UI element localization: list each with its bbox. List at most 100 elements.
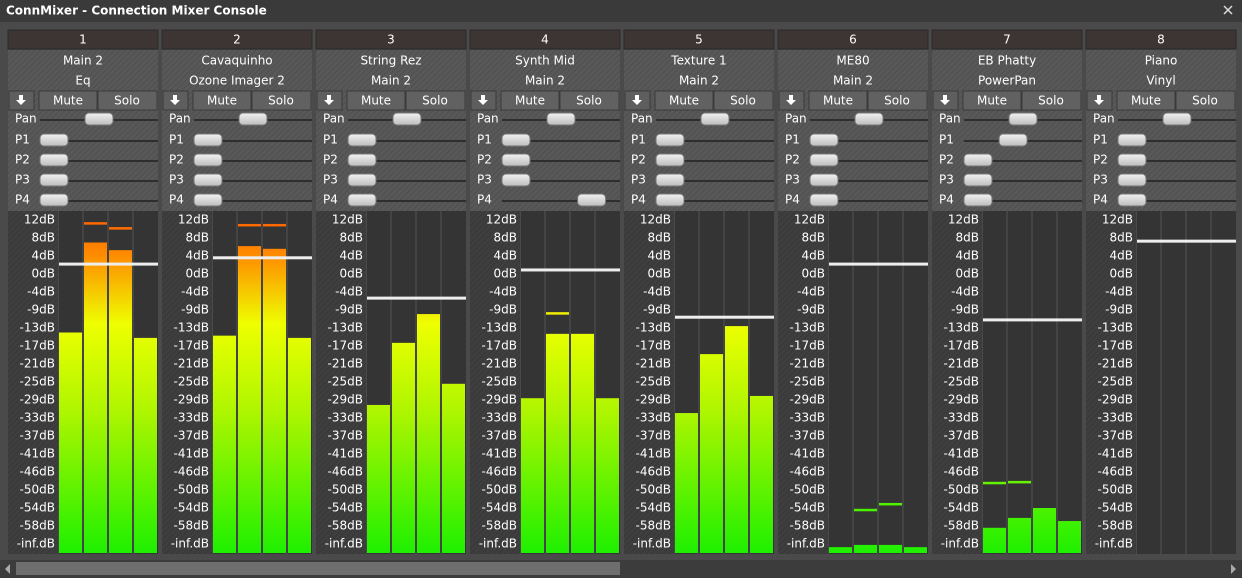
slider-knob[interactable] — [1117, 153, 1147, 167]
slider-knob[interactable] — [963, 193, 993, 207]
slider-knob[interactable] — [963, 153, 993, 167]
fader-line[interactable] — [675, 315, 774, 319]
slider-knob[interactable] — [577, 193, 607, 207]
mute-button[interactable] — [346, 90, 406, 111]
slider-knob[interactable] — [809, 173, 839, 187]
solo-label: Solo — [884, 94, 910, 108]
slider-knob[interactable] — [347, 173, 377, 187]
slider-knob[interactable] — [854, 112, 884, 126]
slider-knob[interactable] — [347, 193, 377, 207]
slider-label: P2 — [323, 153, 338, 167]
slider-knob[interactable] — [347, 133, 377, 147]
close-button[interactable] — [1223, 5, 1233, 15]
slider-knob[interactable] — [809, 193, 839, 207]
solo-button[interactable] — [97, 90, 158, 111]
channel-output[interactable]: Main 2 — [371, 74, 411, 88]
mute-button[interactable] — [654, 90, 714, 111]
mute-button[interactable] — [1116, 90, 1176, 111]
slider-label: P1 — [15, 133, 30, 147]
slider-knob[interactable] — [39, 193, 69, 207]
slider-knob[interactable] — [1008, 112, 1038, 126]
slider-knob[interactable] — [39, 153, 69, 167]
slider-knob[interactable] — [1162, 112, 1192, 126]
slider-knob[interactable] — [501, 133, 531, 147]
slider-label: P3 — [169, 173, 184, 187]
channel-output[interactable]: Ozone Imager 2 — [189, 74, 285, 88]
scale-label: -inf.dB — [633, 537, 671, 551]
slider-knob[interactable] — [655, 193, 685, 207]
mute-label: Mute — [515, 94, 545, 108]
fader-line[interactable] — [829, 262, 928, 266]
slider-knob[interactable] — [238, 112, 268, 126]
slider-knob[interactable] — [193, 133, 223, 147]
slider-knob[interactable] — [392, 112, 422, 126]
mute-button[interactable] — [192, 90, 252, 111]
slider-knob[interactable] — [193, 173, 223, 187]
scale-label: 0dB — [494, 267, 517, 281]
slider-knob[interactable] — [655, 173, 685, 187]
solo-button[interactable] — [1021, 90, 1082, 111]
channel-output[interactable]: PowerPan — [978, 74, 1036, 88]
mute-button[interactable] — [500, 90, 560, 111]
slider-knob[interactable] — [193, 193, 223, 207]
slider-knob[interactable] — [546, 112, 576, 126]
mute-button[interactable] — [808, 90, 868, 111]
slider-knob[interactable] — [39, 173, 69, 187]
fader-line[interactable] — [983, 318, 1082, 322]
scale-label: -54dB — [482, 501, 517, 515]
channel-output[interactable]: Vinyl — [1146, 74, 1175, 88]
slider-knob[interactable] — [1117, 193, 1147, 207]
slider-knob[interactable] — [809, 153, 839, 167]
scale-label: -4dB — [643, 285, 671, 299]
slider-knob[interactable] — [39, 133, 69, 147]
scale-label: -46dB — [20, 465, 55, 479]
fader-line[interactable] — [521, 268, 620, 272]
fader-line[interactable] — [213, 256, 312, 260]
solo-button[interactable] — [867, 90, 928, 111]
slider-knob[interactable] — [193, 153, 223, 167]
peak-marker — [725, 326, 748, 329]
fader-line[interactable] — [59, 262, 158, 266]
slider-knob[interactable] — [700, 112, 730, 126]
channel-output[interactable]: Main 2 — [833, 74, 873, 88]
slider-knob[interactable] — [501, 153, 531, 167]
scale-label: -58dB — [790, 519, 825, 533]
solo-button[interactable] — [559, 90, 620, 111]
slider-knob[interactable] — [998, 133, 1028, 147]
slider-knob[interactable] — [809, 133, 839, 147]
solo-button[interactable] — [713, 90, 774, 111]
scale-label: -4dB — [181, 285, 209, 299]
meter-bar — [442, 383, 465, 553]
scale-label: -54dB — [790, 501, 825, 515]
fader-line[interactable] — [1137, 239, 1236, 243]
slider-knob[interactable] — [84, 112, 114, 126]
slider-knob[interactable] — [347, 153, 377, 167]
channel-output[interactable]: Main 2 — [525, 74, 565, 88]
slider-knob[interactable] — [655, 133, 685, 147]
channel-output[interactable]: Eq — [75, 74, 90, 88]
scroll-left[interactable] — [5, 564, 10, 574]
mute-button[interactable] — [38, 90, 98, 111]
solo-label: Solo — [1038, 94, 1064, 108]
slider-knob[interactable] — [655, 153, 685, 167]
scale-label: -33dB — [790, 411, 825, 425]
fader-line[interactable] — [367, 296, 466, 300]
scroll-thumb[interactable] — [16, 562, 620, 575]
mute-label: Mute — [669, 94, 699, 108]
channel-header — [623, 29, 775, 50]
channel-output[interactable]: Main 2 — [679, 74, 719, 88]
solo-button[interactable] — [251, 90, 312, 111]
scale-label: -inf.dB — [17, 537, 55, 551]
slider-knob[interactable] — [1117, 133, 1147, 147]
peak-marker — [983, 481, 1006, 485]
mute-button[interactable] — [962, 90, 1022, 111]
scroll-right[interactable] — [1231, 564, 1236, 574]
solo-button[interactable] — [405, 90, 466, 111]
slider-knob[interactable] — [1117, 173, 1147, 187]
slider-knob[interactable] — [501, 173, 531, 187]
scale-label: -37dB — [20, 429, 55, 443]
scale-label: -inf.dB — [325, 537, 363, 551]
solo-button[interactable] — [1175, 90, 1236, 111]
scale-label: -13dB — [944, 321, 979, 335]
slider-knob[interactable] — [963, 173, 993, 187]
